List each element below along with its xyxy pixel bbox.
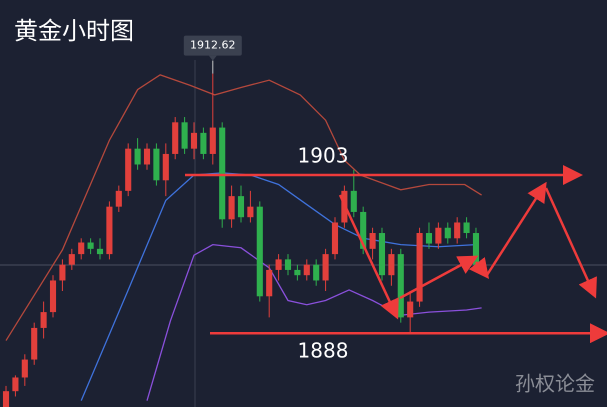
arrow: [338, 194, 399, 320]
candle-body: [303, 264, 310, 276]
candle-body: [162, 153, 169, 181]
candle-body: [21, 359, 28, 378]
candle-body: [200, 132, 207, 154]
arrow: [468, 257, 490, 279]
candle-body: [407, 301, 414, 318]
candle-body: [360, 211, 367, 249]
candle-body: [68, 254, 75, 265]
candle-body: [59, 264, 66, 281]
candle-body: [106, 206, 113, 255]
candle-body: [134, 148, 141, 165]
candle-body: [425, 233, 433, 244]
candle-body: [463, 222, 470, 234]
candle-body: [49, 280, 57, 313]
candle-body: [435, 227, 442, 244]
tooltip-pointer: [208, 55, 217, 61]
band-line: [5, 74, 482, 341]
candle-body: [172, 122, 179, 154]
chart-title: 黄金小时图: [14, 17, 134, 45]
candle-body: [331, 222, 339, 255]
high-label: 1912.62: [190, 39, 236, 52]
candle-body: [388, 254, 395, 276]
watermark: 孙权论金: [515, 372, 595, 396]
candle-body: [444, 227, 451, 239]
candle-body: [87, 242, 94, 249]
candle-body: [219, 127, 226, 220]
candle-body: [454, 222, 461, 239]
candle-body: [378, 233, 386, 276]
candle-body: [31, 327, 38, 360]
candle-body: [153, 148, 160, 181]
candle-body: [256, 206, 263, 297]
candle-body: [350, 190, 357, 212]
arrow: [485, 181, 547, 276]
arrow: [399, 255, 479, 300]
candle-body: [78, 242, 85, 255]
level-label: 1903: [298, 144, 349, 168]
band-line: [146, 243, 482, 401]
candle-body: [228, 196, 235, 220]
candle-body: [416, 233, 423, 302]
candle-body: [2, 391, 10, 407]
candle-body: [190, 132, 198, 149]
candle-body: [313, 264, 320, 281]
candle-body: [12, 377, 19, 392]
candle-body: [369, 233, 376, 249]
candle-body: [96, 248, 104, 255]
candle-body: [209, 127, 216, 154]
candle-body: [397, 254, 404, 318]
candle-body: [284, 259, 292, 270]
candle-body: [143, 148, 151, 165]
tooltip-box: [183, 35, 242, 56]
candle-body: [472, 233, 480, 265]
band-line: [80, 172, 477, 401]
candle-body: [40, 312, 47, 328]
candle-body: [125, 148, 132, 191]
candle-body: [266, 269, 273, 297]
projection-arrows: [338, 181, 597, 320]
level-label: 1888: [298, 339, 349, 363]
candle-body: [322, 254, 329, 281]
high-tooltip: 1912.62: [183, 35, 242, 74]
arrow: [544, 187, 597, 299]
candle-body: [294, 269, 301, 276]
candle-body: [247, 206, 254, 218]
candle-body: [181, 122, 188, 149]
candle-body: [115, 190, 122, 207]
candle-body: [275, 259, 282, 270]
candle-body: [237, 196, 245, 218]
